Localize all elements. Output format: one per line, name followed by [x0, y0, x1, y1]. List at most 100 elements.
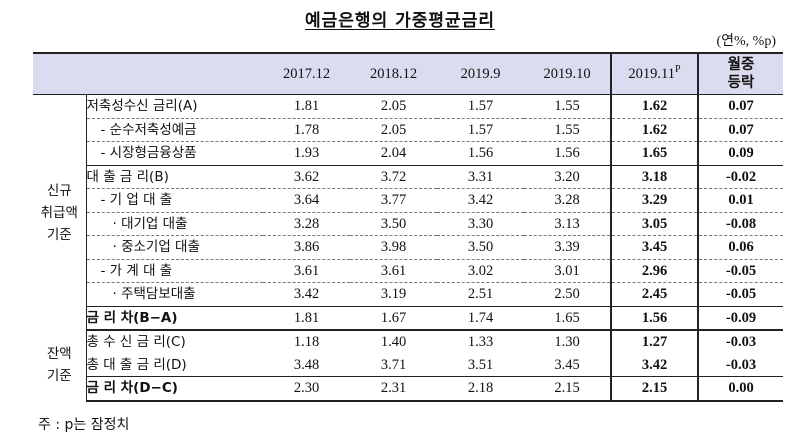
value-cell: 1.65 — [524, 305, 611, 331]
value-cell: 3.13 — [524, 211, 611, 236]
value-cell: 3.01 — [524, 258, 611, 283]
value-cell: 1.93 — [263, 141, 350, 165]
header-period: 2019.9 — [437, 52, 524, 95]
value-cell: 2.50 — [524, 282, 611, 306]
latest-value-cell: 1.65 — [610, 141, 699, 165]
value-cell: 2.31 — [350, 376, 437, 402]
value-cell: 3.50 — [437, 235, 524, 259]
header-monthly-change: 월중 등락 — [698, 52, 783, 95]
preliminary-mark: P — [675, 64, 681, 75]
latest-value-cell: 2.45 — [610, 282, 699, 306]
table-row: - 기 업 대 출 3.64 3.77 3.42 3.28 3.29 0.01 — [33, 188, 783, 212]
latest-value-cell: 3.45 — [610, 235, 699, 259]
category-label-line: 잔액 — [46, 346, 72, 363]
value-cell: 3.62 — [263, 164, 350, 189]
value-cell: 3.71 — [380, 356, 407, 373]
table-row: 잔액 기준 총 수 신 금 리(C) 1.18 1.40 1.33 1.30 1.27 -0.0… — [33, 330, 783, 401]
value-cell: 3.39 — [524, 235, 611, 259]
value-cell: 3.20 — [524, 164, 611, 189]
value-cell: 2.05 — [350, 117, 437, 142]
value-cell: 2.51 — [437, 282, 524, 306]
value-cell: 2.30 — [263, 376, 350, 402]
value-cell: 1.67 — [350, 305, 437, 331]
value-cell: 1.81 — [263, 305, 350, 331]
table-row: - 가 계 대 출 3.61 3.61 3.02 3.01 2.96 -0.05 — [33, 258, 783, 283]
value-cell: 3.45 — [554, 356, 580, 373]
value-cell: 1.78 — [263, 117, 350, 142]
row-label: - 순수저축성예금 — [86, 117, 263, 142]
row-label: 대 출 금 리(B) — [86, 164, 263, 189]
value-cell: 1.57 — [437, 117, 524, 142]
row-label: - 기 업 대 출 — [86, 188, 263, 212]
monthly-change-cell: -0.02 — [698, 164, 783, 189]
latest-value-cell: 2.15 — [610, 376, 699, 402]
value-cell: 3.77 — [350, 188, 437, 212]
value-cell: 3.31 — [437, 164, 524, 189]
value-cell: 1.55 — [524, 117, 611, 142]
header-item — [86, 52, 263, 95]
table-row: · 주택담보대출 3.42 3.19 2.51 2.50 2.45 -0.05 — [33, 282, 783, 306]
value-cell: 1.81 — [293, 98, 320, 115]
table-row: - 순수저축성예금 1.78 2.05 1.57 1.55 1.62 0.07 — [33, 117, 783, 142]
header-category — [33, 52, 86, 95]
table-row: 금 리 차(D−C) 2.30 2.31 2.18 2.15 2.15 0.00 — [33, 376, 783, 402]
value-cell: 3.48 — [293, 356, 320, 373]
latest-value-cell: 3.18 — [610, 164, 699, 189]
value-cell: 2.18 — [437, 376, 524, 402]
unit-label: (연%, %p) — [716, 34, 776, 49]
value-cell: 1.57 — [467, 98, 494, 115]
value-cell: 3.28 — [524, 188, 611, 212]
row-label: 총 대 출 금 리(D) — [86, 356, 187, 373]
header-period: 2017.12 — [263, 52, 350, 95]
header-period: 2018.12 — [350, 52, 437, 95]
value-cell: 3.72 — [350, 164, 437, 189]
row-label: · 대기업 대출 — [86, 211, 263, 236]
row-label: 저축성수신 금리(A) — [86, 98, 198, 115]
header-latest-period: 2019.11P — [610, 52, 699, 95]
header-latest-text: 2019.11 — [628, 66, 676, 82]
value-cell: 3.86 — [263, 235, 350, 259]
monthly-change-cell: -0.05 — [698, 282, 783, 306]
value-cell: 2.05 — [380, 98, 407, 115]
monthly-change-cell: -0.05 — [698, 258, 783, 283]
value-cell: 1.40 — [380, 334, 407, 351]
latest-value-cell: 2.96 — [610, 258, 699, 283]
monthly-change-cell: 0.01 — [698, 188, 783, 212]
monthly-change-cell: 0.07 — [698, 117, 783, 142]
value-cell: 2.04 — [350, 141, 437, 165]
monthly-change-cell: 0.09 — [698, 141, 783, 165]
monthly-change-cell: 0.06 — [698, 235, 783, 259]
value-cell: 3.50 — [350, 211, 437, 236]
value-cell: 1.56 — [524, 141, 611, 165]
latest-value-cell: 1.62 — [610, 94, 699, 118]
row-label: · 중소기업 대출 — [86, 235, 263, 259]
value-cell: 3.42 — [437, 188, 524, 212]
value-cell: 3.02 — [437, 258, 524, 283]
table-title-text: 예금은행의 가중평균금리 — [305, 11, 495, 31]
header-change-line1: 월중 — [727, 57, 755, 73]
header-period: 2019.10 — [524, 52, 611, 95]
value-cell: 3.19 — [350, 282, 437, 306]
row-label: - 가 계 대 출 — [86, 258, 263, 283]
latest-value-cell: 1.62 — [610, 117, 699, 142]
value-cell: 3.28 — [263, 211, 350, 236]
monthly-change-cell: -0.08 — [698, 211, 783, 236]
value-cell: 1.33 — [467, 334, 494, 351]
value-cell: 3.42 — [263, 282, 350, 306]
latest-value-cell: 3.42 — [610, 353, 699, 377]
category-label-line: 기준 — [46, 368, 72, 385]
monthly-change-cell: -0.09 — [698, 305, 783, 331]
table-row: · 중소기업 대출 3.86 3.98 3.50 3.39 3.45 0.06 — [33, 235, 783, 259]
row-label: · 주택담보대출 — [86, 282, 263, 306]
footnote: 주 : p는 잠정치 — [38, 417, 130, 433]
row-label: 금 리 차(B−A) — [86, 305, 263, 331]
row-label: - 시장형금융상품 — [86, 141, 263, 165]
category-label: 신규 취급액 기준 — [33, 94, 87, 330]
monthly-change-cell: 0.07 — [728, 98, 754, 115]
header-row: 2017.12 2018.12 2019.9 2019.10 2019.11P … — [33, 52, 783, 95]
category-label-line: 신규 — [46, 182, 72, 199]
row-label: 총 수 신 금 리(C) — [86, 334, 186, 351]
latest-value-cell: 3.05 — [610, 211, 699, 236]
value-cell: 3.61 — [350, 258, 437, 283]
table-title: 예금은행의 가중평균금리 — [0, 6, 800, 31]
